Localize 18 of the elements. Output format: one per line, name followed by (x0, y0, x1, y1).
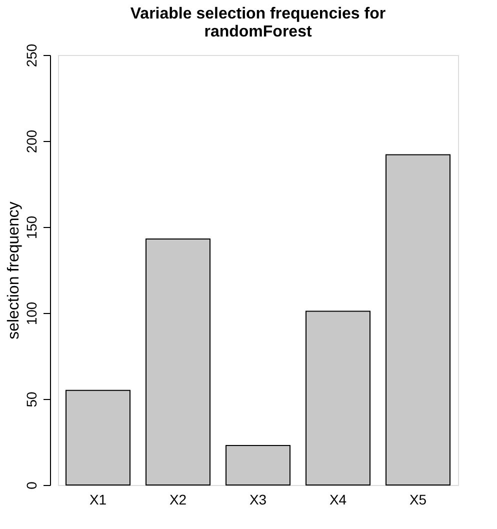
bar (66, 390, 130, 486)
x-tick-label: X1 (89, 492, 107, 508)
bar (146, 238, 210, 486)
y-tick-label: 0 (24, 481, 40, 490)
y-tick-label: 150 (24, 216, 40, 240)
chart-title: Variable selection frequencies for randomForest (130, 5, 386, 40)
bar (226, 444, 290, 486)
bar (306, 310, 370, 486)
y-tick-label: 200 (24, 130, 40, 154)
bar (386, 154, 450, 486)
y-tick-label: 250 (24, 44, 40, 68)
x-tick-label: X5 (409, 492, 427, 508)
x-tick-label: X2 (169, 492, 187, 508)
x-tick-label: X4 (329, 492, 347, 508)
y-tick-label: 50 (24, 392, 40, 408)
y-axis-title: selection frequency (6, 202, 22, 340)
y-tick-label: 100 (24, 302, 40, 326)
x-tick-label: X3 (249, 492, 267, 508)
